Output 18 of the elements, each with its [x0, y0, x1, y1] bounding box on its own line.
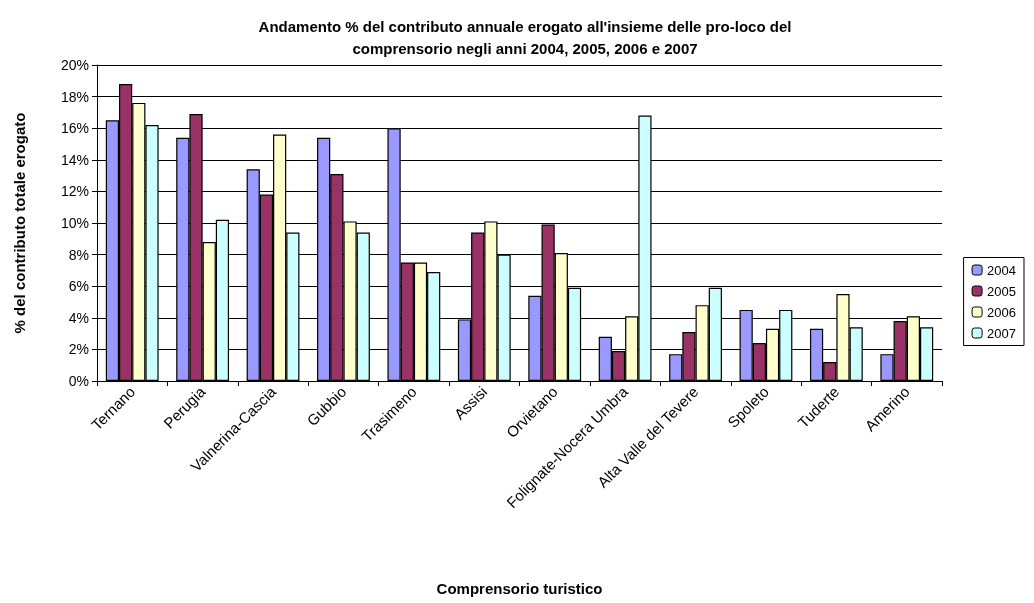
- y-tick-label: 14%: [60, 151, 89, 168]
- legend-label: 2005: [987, 283, 1016, 299]
- y-tick-label: 12%: [60, 183, 89, 200]
- y-tick-label: 20%: [60, 57, 89, 73]
- y-tick-label: 2%: [68, 341, 89, 358]
- legend-label: 2006: [987, 304, 1016, 320]
- y-tick-label: 10%: [60, 215, 89, 231]
- y-tick-label: 16%: [60, 120, 89, 137]
- y-tick-label: 18%: [60, 88, 89, 105]
- legend-label: 2004: [987, 262, 1016, 278]
- chart-title: Andamento % del contributo annuale erogato all'insieme delle pro-loco del comprensorio negli anni 2004, 2005, 2006 e 2007: [258, 17, 792, 57]
- x-axis-title: Comprensorio turistico: [436, 580, 603, 597]
- y-tick-label: 4%: [68, 309, 89, 326]
- y-tick-label: 0%: [68, 373, 89, 389]
- legend-label: 2007: [987, 325, 1016, 341]
- y-tick-label: 8%: [68, 246, 89, 263]
- y-axis-title: % del contributo totale erogato: [11, 112, 28, 334]
- y-tick-label: 6%: [68, 278, 89, 295]
